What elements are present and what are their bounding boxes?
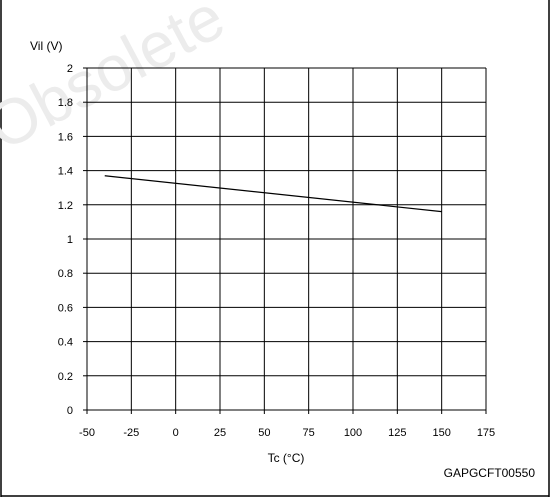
- x-tick-label: -50: [79, 427, 95, 439]
- y-tick-label: 1.8: [58, 97, 73, 109]
- y-tick-label: 0.6: [58, 302, 73, 314]
- x-tick-label: 50: [258, 427, 270, 439]
- x-axis-label: Tc (°C): [268, 451, 305, 465]
- y-tick-label: 1.4: [58, 166, 73, 178]
- y-tick-label: 1: [67, 234, 73, 246]
- y-axis-label: Vil (V): [30, 39, 62, 53]
- x-tick-label: 175: [477, 427, 495, 439]
- y-tick-label: 1.2: [58, 200, 73, 212]
- tick-labels: -50 -25 0 25 50 75 100 125 150 175 0 0.2 0.4 0.6 0.8 1 1…: [58, 63, 495, 439]
- grid: [83, 67, 487, 414]
- x-tick-label: 75: [303, 427, 315, 439]
- y-tick-label: 0: [67, 405, 73, 417]
- series-line: [104, 175, 442, 213]
- watermark: Obsolete: [0, 0, 236, 164]
- x-tick-label: 150: [432, 427, 450, 439]
- y-tick-label: 2: [67, 63, 73, 75]
- y-tick-label: 0.8: [58, 268, 73, 280]
- y-tick-label: 0.2: [58, 371, 73, 383]
- series: [104, 175, 442, 213]
- x-tick-label: 100: [344, 427, 362, 439]
- x-tick-label: 0: [173, 427, 179, 439]
- figure-code: GAPGCFT00550: [444, 466, 536, 480]
- y-tick-label: 1.6: [58, 131, 73, 143]
- x-tick-label: -25: [123, 427, 139, 439]
- x-tick-label: 25: [214, 427, 226, 439]
- y-tick-label: 0.4: [58, 337, 73, 349]
- x-tick-label: 125: [388, 427, 406, 439]
